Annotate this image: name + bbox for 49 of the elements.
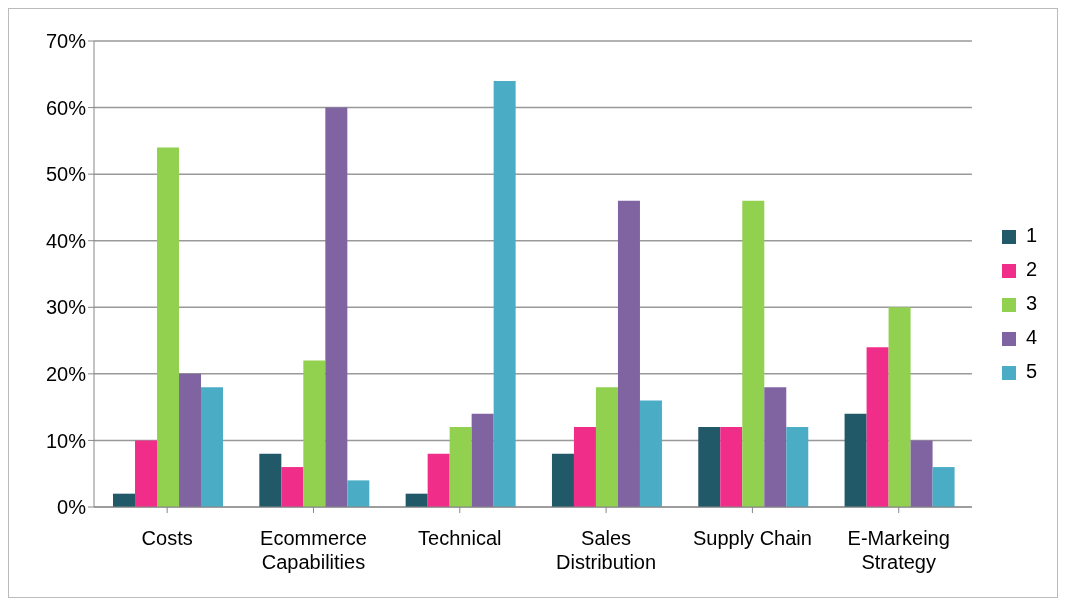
bar [573,427,596,507]
bar [595,387,618,507]
y-tick-label: 60% [45,96,87,119]
bar [405,493,428,507]
bar [179,373,202,507]
y-tick-label: 0% [57,496,87,519]
x-tick-label: E-Markeing Strategy [847,527,950,573]
legend-label: 5 [1025,360,1037,382]
bar [325,107,348,507]
bar [449,427,472,507]
y-tick-label: 20% [45,362,87,385]
bar [888,307,911,507]
bar [932,467,955,507]
bar [471,413,494,507]
legend-label: 3 [1025,292,1037,314]
bar [698,427,721,507]
y-tick-label: 40% [45,229,87,252]
bar [303,360,326,507]
bar [135,440,158,507]
bar [910,440,933,507]
legend-label: 2 [1025,258,1037,280]
bar [201,387,224,507]
bar [493,80,516,507]
bar [720,427,743,507]
x-tick-label: Ecommerce Capabilities [260,527,367,573]
y-tick-label: 30% [45,296,87,319]
bar [786,427,809,507]
bar [639,400,662,507]
x-tick-label: Costs [141,527,193,549]
bar [764,387,787,507]
bar [866,347,889,507]
bar [427,453,450,507]
bar [844,413,867,507]
legend-label: 4 [1025,326,1037,348]
x-tick-label: Supply Chain [692,527,812,549]
y-tick-label: 10% [45,429,87,452]
bar [157,147,180,507]
bar [617,200,640,507]
bar [551,453,574,507]
bar [347,480,370,507]
x-tick-label: Technical [418,527,502,549]
bar [259,453,282,507]
bar [281,467,304,507]
legend-label: 1 [1025,224,1037,246]
y-tick-label: 50% [45,163,87,186]
bar [742,200,765,507]
bar [113,493,136,507]
y-tick-label: 70% [45,30,87,53]
x-tick-label: Sales Distribution [556,527,657,573]
